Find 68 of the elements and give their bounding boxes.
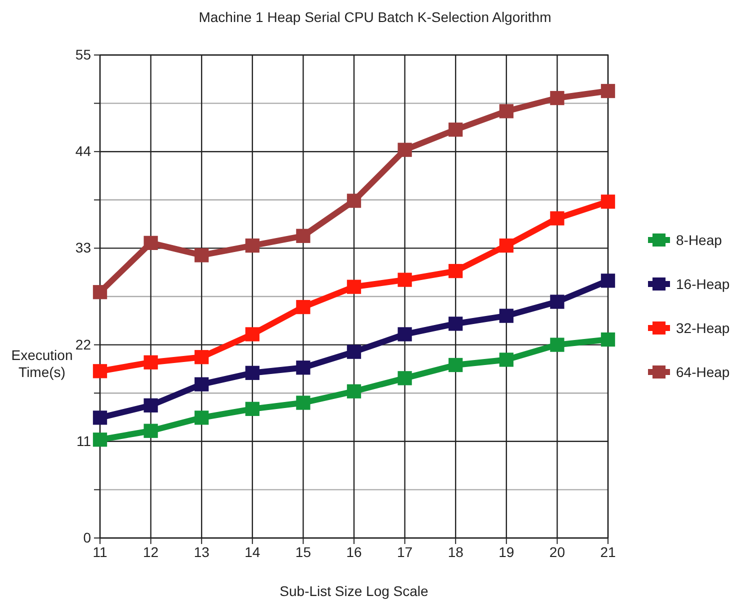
point [144,236,158,250]
point [296,300,310,314]
point [245,238,260,253]
x-tick-label: 11 [92,544,108,560]
legend-label: 32-Heap [676,320,730,336]
point [600,84,616,98]
point [499,104,514,118]
y-tick-label: 44 [75,143,92,160]
point [550,90,564,106]
point [346,194,362,208]
point [398,327,412,342]
legend-label: 64-Heap [676,364,730,380]
point [398,272,412,287]
x-tick-label: 12 [143,544,159,560]
point [194,248,209,262]
x-tick-label: 13 [194,544,210,560]
point [499,238,514,253]
point [296,228,310,243]
point [499,352,514,367]
point [550,211,564,226]
point [448,122,463,137]
x-tick-label: 15 [295,544,312,560]
point [448,358,463,372]
point [92,432,108,447]
point [550,294,564,309]
point [448,316,463,331]
point [245,402,260,416]
point [194,410,209,425]
x-tick-label: 21 [600,544,616,560]
x-tick-label: 19 [498,544,514,560]
point [346,344,362,359]
x-tick-label: 20 [549,544,566,560]
y-tick-label: 11 [76,432,92,449]
point [144,355,158,370]
y-tick-label: 33 [75,240,92,256]
point [194,377,209,392]
legend-label: 16-Heap [676,276,730,292]
point [346,280,362,294]
point [600,332,616,347]
x-tick-label: 14 [244,544,260,560]
point [92,285,108,300]
chart-title: Machine 1 Heap Serial CPU Batch K-Selection Algorithm [198,9,552,25]
point [600,194,616,209]
point [550,338,564,352]
point [194,350,209,364]
y-tick-label: 55 [75,46,92,62]
y-tick-label: 22 [75,336,92,352]
point [144,398,158,412]
x-tick-label: 16 [346,544,362,560]
point [296,396,310,410]
y-tick-label: 0 [83,529,92,546]
point [144,424,158,438]
x-tick-label: 18 [448,544,464,560]
point [600,274,616,288]
y-axis-title: Execution Time(s) [11,347,73,380]
point [92,364,108,378]
point [245,327,260,342]
point [448,264,463,278]
point [346,384,362,398]
point [245,366,260,380]
point [499,308,514,323]
point [92,410,108,425]
x-axis-title: Sub-List Size Log Scale [280,583,429,599]
legend-label: 8-Heap [676,232,722,248]
point [398,142,412,157]
point [398,371,412,386]
x-tick-label: 17 [397,544,413,560]
point [296,360,310,375]
